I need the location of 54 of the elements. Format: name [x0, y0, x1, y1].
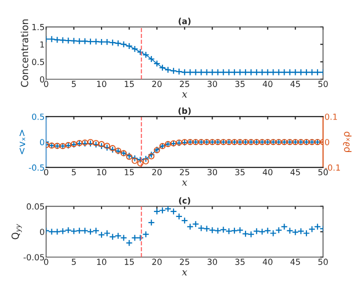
y-tick-label: 0.05	[26, 203, 44, 210]
x-tick-label: 15	[124, 169, 134, 176]
x-tick-label: 30	[208, 258, 218, 265]
y-tick-label: 0	[40, 139, 44, 146]
y2-axis-title: ρ∂ₓρ	[343, 132, 352, 152]
y-tick-label: 0	[40, 76, 44, 83]
x-tick-label: 45	[290, 169, 300, 176]
x-tick-label: 10	[97, 258, 106, 265]
chart-title: (a)	[178, 18, 191, 26]
y-axis-title: Q$_{yy}$	[12, 224, 22, 240]
x-tick-label: 20	[152, 80, 162, 88]
chart-title: (c)	[179, 197, 190, 205]
x-tick-label: 5	[72, 258, 76, 265]
x-tick-label: 25	[180, 258, 190, 265]
x-tick-label: 35	[235, 258, 245, 265]
x-axis-title: x	[182, 180, 188, 186]
y-tick-label: 0	[40, 228, 44, 236]
x-tick-label: 25	[180, 168, 190, 176]
x-tick-label: 30	[208, 168, 218, 176]
x-tick-label: 20	[152, 168, 162, 176]
y-axis-title: Concentration	[20, 20, 28, 87]
x-tick-label: 50	[318, 258, 328, 265]
y-tick-label: -0.5	[28, 164, 44, 171]
x-tick-label: 45	[290, 80, 300, 88]
x-tick-label: 15	[124, 258, 134, 265]
y2-tick-label: -0.1	[324, 164, 340, 171]
x-tick-label: 10	[97, 80, 106, 88]
x-axis-title: x	[182, 270, 188, 276]
y-tick-label: -0.05	[24, 254, 44, 260]
x-tick-label: 40	[262, 258, 272, 265]
x-tick-label: 5	[72, 169, 76, 176]
x-tick-label: 5	[72, 80, 76, 88]
x-tick-label: 50	[318, 80, 328, 88]
x-axis-title: x	[182, 92, 188, 98]
x-tick-label: 35	[235, 168, 245, 176]
y-tick-label: 1	[40, 41, 44, 48]
x-tick-label: 25	[180, 80, 190, 88]
x-tick-label: 40	[262, 168, 272, 176]
chart-title: (b)	[178, 108, 191, 115]
x-tick-label: 15	[124, 80, 134, 88]
x-tick-label: 0	[44, 258, 48, 265]
y-tick-label: 0.5	[32, 58, 44, 66]
x-tick-label: 35	[235, 80, 245, 88]
y2-tick-label: 0.1	[324, 114, 337, 120]
y2-tick-label: 0	[324, 139, 330, 146]
x-tick-label: 20	[152, 258, 162, 265]
y-axis-title: <vₓ>	[19, 130, 26, 154]
y-tick-label: 0.5	[32, 114, 44, 120]
x-tick-label: 30	[208, 80, 218, 88]
x-tick-label: 45	[290, 258, 300, 265]
x-tick-label: 10	[97, 168, 106, 176]
x-tick-label: 50	[318, 168, 328, 176]
y-tick-label: 1.5	[32, 24, 44, 30]
x-tick-label: 40	[262, 80, 272, 88]
